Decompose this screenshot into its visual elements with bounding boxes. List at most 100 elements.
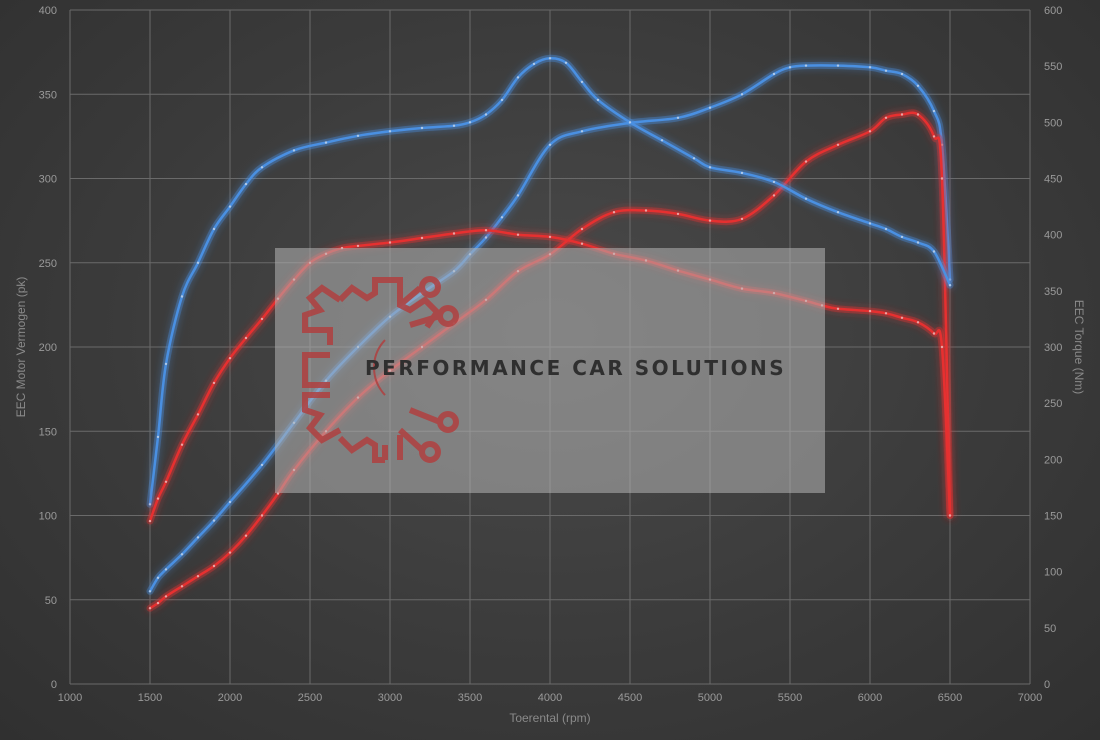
x-tick-label: 2000	[218, 692, 242, 704]
series-point	[740, 93, 744, 96]
series-point	[164, 480, 168, 483]
series-point	[948, 514, 952, 517]
series-point	[740, 171, 744, 175]
right-tick-label: 300	[1044, 342, 1062, 354]
series-point	[884, 312, 888, 315]
left-tick-label: 0	[51, 679, 57, 691]
x-tick-label: 6500	[938, 692, 962, 704]
series-point	[260, 514, 264, 517]
series-point	[916, 321, 920, 324]
right-tick-label: 450	[1044, 174, 1062, 186]
series-point	[228, 551, 232, 554]
series-point	[148, 590, 152, 593]
series-point	[740, 217, 744, 221]
series-point	[644, 209, 648, 212]
series-point	[388, 241, 392, 244]
series-point	[148, 519, 152, 523]
series-point	[148, 503, 152, 506]
series-point	[420, 126, 424, 130]
series-point	[900, 316, 904, 319]
series-point	[660, 139, 664, 142]
series-point	[164, 568, 168, 571]
series-point	[156, 497, 160, 500]
watermark-text: PERFORMANCE CAR SOLUTIONS	[365, 356, 786, 380]
watermark-panel	[275, 248, 825, 493]
series-point	[532, 62, 536, 66]
series-point	[580, 130, 584, 133]
series-point	[484, 229, 488, 232]
left-tick-label: 100	[39, 511, 57, 523]
series-point	[548, 57, 552, 60]
series-point	[180, 443, 184, 446]
series-point	[836, 64, 840, 67]
series-point	[940, 177, 944, 180]
series-point	[804, 64, 808, 67]
series-point	[940, 345, 944, 349]
series-point	[548, 143, 552, 146]
right-tick-label: 50	[1044, 623, 1056, 635]
x-tick-label: 5000	[698, 692, 722, 704]
series-point	[868, 130, 872, 133]
series-point	[900, 72, 904, 76]
series-point	[772, 180, 776, 184]
series-point	[708, 166, 712, 169]
series-point	[836, 211, 840, 214]
series-point	[420, 236, 424, 240]
series-point	[212, 227, 216, 231]
left-tick-label: 400	[39, 5, 57, 17]
series-point	[708, 219, 712, 222]
left-tick-label: 50	[45, 595, 57, 607]
series-point	[676, 212, 680, 216]
series-point	[900, 235, 904, 239]
series-point	[260, 463, 264, 467]
x-tick-label: 3500	[458, 692, 482, 704]
x-tick-label: 2500	[298, 692, 322, 704]
series-point	[548, 235, 552, 239]
series-point	[564, 61, 568, 64]
series-point	[292, 149, 296, 152]
series-point	[228, 500, 232, 504]
series-point	[516, 233, 520, 236]
series-point	[388, 130, 392, 133]
series-point	[868, 309, 872, 313]
series-point	[196, 536, 200, 539]
right-tick-label: 200	[1044, 454, 1062, 466]
right-tick-label: 150	[1044, 511, 1062, 523]
watermark: PERFORMANCE CAR SOLUTIONS	[275, 248, 825, 493]
series-point	[884, 69, 888, 72]
series-point	[156, 435, 160, 439]
series-point	[932, 332, 936, 335]
left-tick-label: 250	[39, 258, 57, 270]
left-tick-label: 150	[39, 426, 57, 438]
x-tick-label: 1000	[58, 692, 82, 704]
series-point	[180, 585, 184, 588]
gear-circuit-logo-icon	[302, 276, 459, 463]
right-tick-label: 550	[1044, 61, 1062, 73]
series-point	[836, 143, 840, 146]
series-point	[212, 564, 216, 568]
series-point	[868, 66, 872, 69]
series-point	[676, 116, 680, 120]
left-axis-ticks: 0 50 100 150 200 250 300 350 400	[39, 5, 57, 691]
series-point	[516, 76, 520, 79]
series-point	[196, 413, 200, 416]
series-point	[156, 576, 160, 579]
x-tick-label: 1500	[138, 692, 162, 704]
series-point	[356, 134, 360, 137]
series-point	[260, 317, 264, 321]
x-tick-label: 6000	[858, 692, 882, 704]
series-point	[164, 595, 168, 598]
series-point	[324, 141, 328, 144]
series-point	[244, 336, 248, 340]
series-point	[156, 601, 160, 605]
series-point	[628, 121, 632, 124]
left-tick-label: 200	[39, 342, 57, 354]
series-point	[180, 553, 184, 556]
left-tick-label: 350	[39, 89, 57, 101]
series-point	[196, 261, 200, 264]
series-point	[916, 113, 920, 116]
series-point	[228, 357, 232, 360]
series-point	[244, 534, 248, 537]
series-point	[356, 244, 360, 248]
series-point	[900, 113, 904, 116]
